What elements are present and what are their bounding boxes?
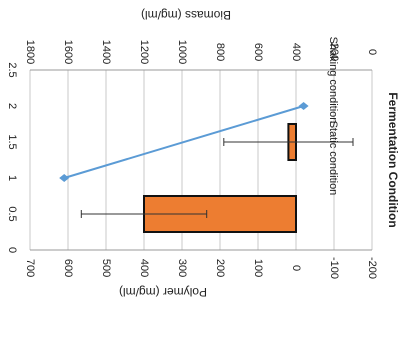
biomass-tick-label: 1600 [62,40,74,64]
position-tick-label: 0.5 [6,206,18,221]
labels: 7001800600160050014004001200300100020080… [6,8,400,299]
biomass-tick-label: 1000 [176,40,188,64]
biomass-tick-label: 200 [328,43,340,61]
polymer-tick-label: 600 [62,259,74,277]
category-label: Static condition [327,121,339,196]
axes [30,69,372,251]
biomass-line-layer [59,102,309,182]
polymer-tick-label: 100 [252,259,264,277]
biomass-axis-title: Biomass (mg/ml) [141,8,231,22]
biomass-point [298,102,309,110]
position-tick-label: 2.5 [6,62,18,77]
position-tick-label: 1.5 [6,134,18,149]
biomass-line [63,105,304,179]
polymer-tick-label: -200 [366,257,378,279]
biomass-tick-label: 0 [366,49,378,55]
polymer-tick-label: 500 [100,259,112,277]
polymer-tick-label: -100 [328,257,340,279]
polymer-tick-label: 0 [290,265,302,271]
polymer-tick-label: 400 [138,259,150,277]
category-label: Shaking condition [327,37,339,124]
biomass-tick-label: 400 [290,43,302,61]
position-tick-label: 0 [6,247,18,253]
biomass-tick-label: 1400 [100,40,112,64]
position-tick-label: 2 [6,103,18,109]
position-tick-label: 1 [6,175,18,181]
biomass-tick-label: 800 [214,43,226,61]
polymer-tick-label: 300 [176,259,188,277]
polymer-tick-label: 200 [214,259,226,277]
polymer-axis-title: Polymer (mg/ml) [119,285,207,299]
category-axis-title: Fermentation Condition [386,92,400,227]
biomass-tick-label: 1800 [24,40,36,64]
bars [80,123,354,233]
biomass-point [59,174,70,182]
polymer-tick-label: 700 [24,259,36,277]
gridlines [29,70,373,250]
biomass-tick-label: 1200 [138,40,150,64]
biomass-tick-label: 600 [252,43,264,61]
